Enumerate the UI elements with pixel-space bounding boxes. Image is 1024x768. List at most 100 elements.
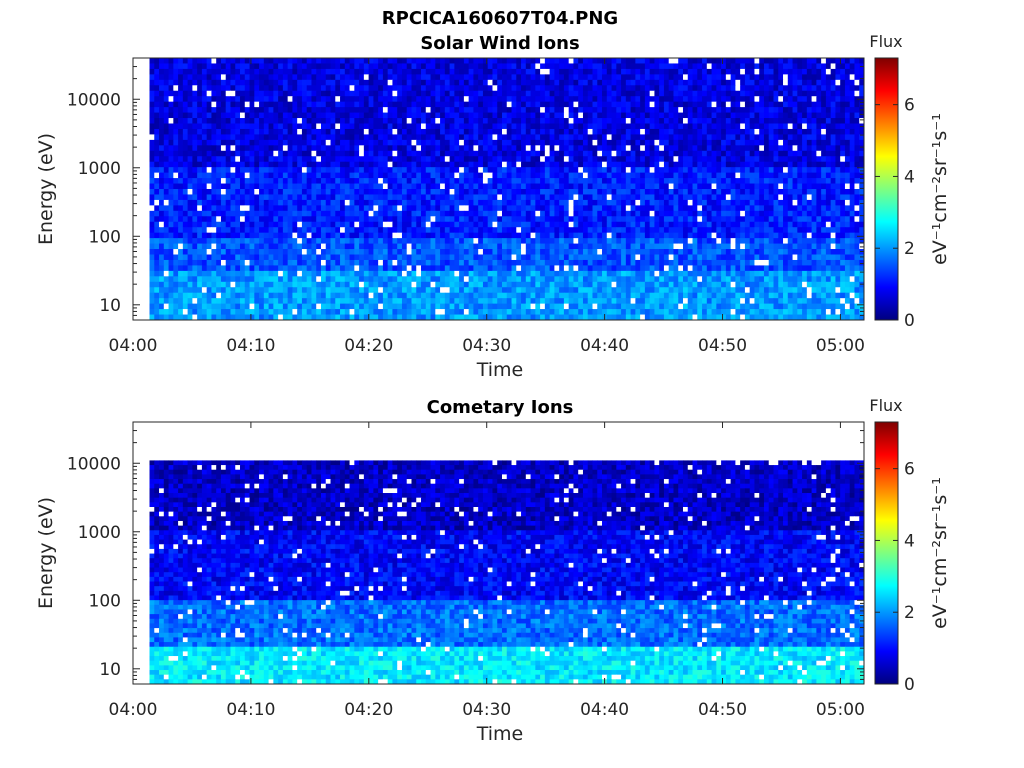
heatmap-cell: [663, 74, 670, 81]
heatmap-cell: [549, 189, 555, 195]
heatmap-cell: [292, 85, 298, 92]
heatmap-cell: [316, 150, 322, 157]
heatmap-cell: [249, 58, 255, 64]
heatmap-cell: [740, 199, 746, 206]
heatmap-cell: [730, 74, 736, 81]
heatmap-cell: [320, 68, 327, 75]
heatmap-cell: [454, 90, 460, 97]
heatmap-cell: [611, 216, 617, 223]
heatmap-cell: [344, 85, 351, 92]
heatmap-cell: [597, 128, 603, 135]
heatmap-cell: [568, 178, 574, 185]
heatmap-cell: [216, 167, 222, 174]
heatmap-cell: [859, 167, 865, 174]
heatmap-cell: [663, 107, 670, 114]
heatmap-cell: [159, 199, 165, 206]
heatmap-cell: [673, 227, 679, 234]
heatmap-cell: [259, 85, 265, 92]
heatmap-cell: [468, 210, 474, 217]
heatmap-cell: [401, 216, 408, 223]
heatmap-cell: [673, 232, 679, 239]
heatmap-cell: [806, 68, 813, 75]
heatmap-cell: [220, 90, 227, 97]
heatmap-cell: [678, 79, 684, 86]
heatmap-cell: [725, 63, 732, 70]
heatmap-cell: [678, 85, 684, 92]
heatmap-cell: [335, 189, 341, 195]
heatmap-cell: [682, 232, 689, 239]
heatmap-cell: [259, 178, 265, 185]
heatmap-cell: [678, 194, 684, 201]
heatmap-cell: [563, 96, 570, 103]
heatmap-cell: [201, 150, 208, 157]
heatmap-cell: [316, 139, 322, 146]
heatmap-cell: [716, 194, 722, 201]
heatmap-cell: [763, 221, 770, 228]
heatmap-cell: [630, 183, 636, 190]
heatmap-cell: [473, 172, 479, 179]
heatmap-cell: [721, 63, 727, 70]
heatmap-cell: [711, 194, 717, 201]
heatmap-cell: [830, 96, 836, 103]
heatmap-cell: [735, 107, 741, 114]
heatmap-cell: [368, 74, 374, 81]
heatmap-cell: [654, 232, 660, 239]
heatmap-cell: [835, 139, 841, 146]
heatmap-cell: [497, 79, 503, 86]
heatmap-cell: [735, 210, 741, 217]
heatmap-cell: [568, 63, 574, 70]
heatmap-cell: [440, 221, 446, 228]
heatmap-cell: [621, 74, 627, 81]
heatmap-cell: [287, 178, 293, 185]
heatmap-cell: [530, 172, 536, 179]
heatmap-cell: [154, 205, 160, 212]
heatmap-cell: [435, 221, 441, 228]
heatmap-cell: [630, 178, 636, 185]
heatmap-cell: [521, 79, 527, 86]
heatmap-cell: [535, 139, 541, 146]
heatmap-cell: [225, 85, 231, 92]
heatmap-cell: [687, 85, 694, 92]
heatmap-cell: [259, 145, 265, 152]
heatmap-cell: [768, 96, 774, 103]
heatmap-cell: [787, 156, 794, 163]
heatmap-cell: [235, 156, 241, 163]
heatmap-cell: [220, 232, 227, 239]
heatmap-cell: [649, 189, 655, 195]
heatmap-cell: [835, 90, 841, 97]
heatmap-cell: [630, 90, 636, 97]
heatmap-cell: [201, 238, 208, 245]
heatmap-cell: [435, 123, 441, 130]
heatmap-cell: [306, 63, 312, 70]
heatmap-cell: [825, 210, 832, 217]
heatmap-cell: [425, 227, 432, 234]
heatmap-cell: [240, 145, 246, 152]
heatmap-cell: [821, 123, 827, 130]
heatmap-cell: [287, 194, 293, 201]
heatmap-cell: [287, 107, 293, 114]
heatmap-cell: [149, 167, 155, 174]
heatmap-cell: [692, 167, 698, 174]
heatmap-cell: [149, 58, 155, 64]
heatmap-cell: [387, 161, 393, 168]
heatmap-cell: [806, 161, 813, 168]
heatmap-cell: [211, 205, 217, 212]
heatmap-cell: [435, 210, 441, 217]
heatmap-cell: [649, 107, 655, 114]
heatmap-cell: [606, 150, 613, 157]
heatmap-cell: [421, 79, 427, 86]
heatmap-cell: [259, 96, 265, 103]
heatmap-cell: [716, 205, 722, 212]
heatmap-cell: [382, 90, 389, 97]
heatmap-cell: [359, 101, 365, 108]
heatmap-cell: [268, 227, 274, 234]
heatmap-cell: [582, 150, 589, 157]
heatmap-cell: [149, 183, 155, 190]
heatmap-cell: [287, 123, 293, 130]
heatmap-cell: [511, 227, 517, 234]
heatmap-cell: [811, 128, 817, 135]
heatmap-cell: [611, 145, 617, 152]
heatmap-cell: [687, 68, 694, 75]
heatmap-cell: [497, 221, 503, 228]
heatmap-cell: [259, 90, 265, 97]
